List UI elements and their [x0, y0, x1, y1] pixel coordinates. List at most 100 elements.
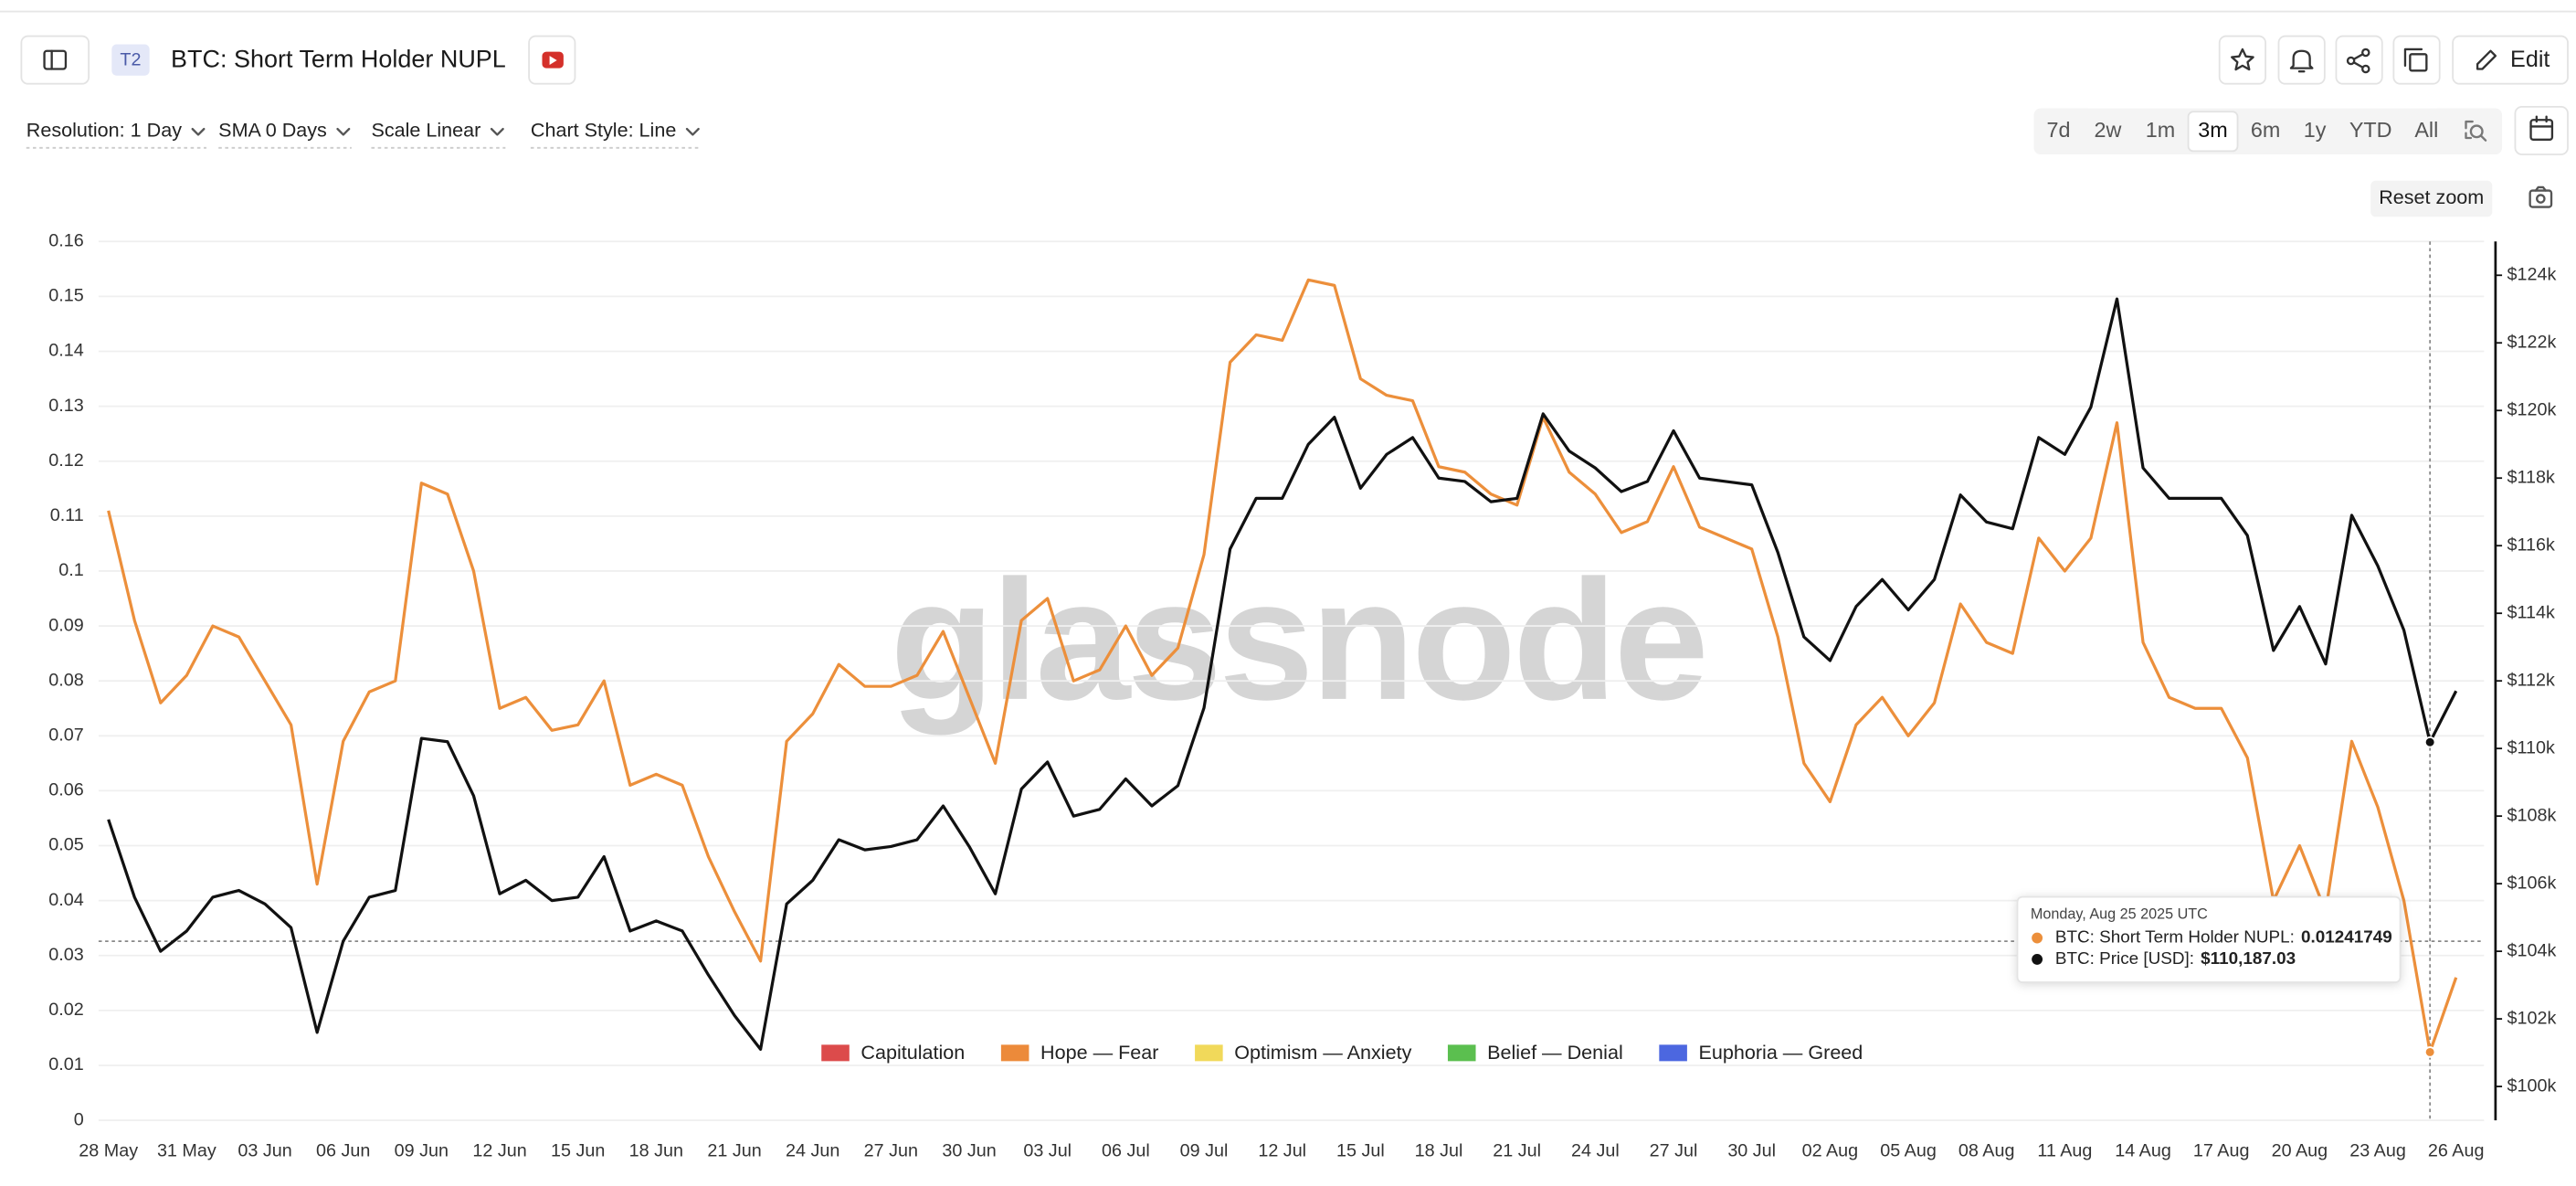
legend-label: Hope — Fear [1040, 1041, 1158, 1064]
x-tick-label: 23 Aug [2349, 1140, 2406, 1160]
reset-zoom-label[interactable]: Reset zoom [2379, 185, 2484, 208]
y-tick-label: 0.16 [48, 230, 83, 250]
alert-button[interactable] [2277, 35, 2326, 85]
tooltip-date: Monday, Aug 25 2025 UTC [2031, 906, 2208, 923]
sidebar-toggle[interactable] [20, 35, 90, 85]
y2-tick-label: $116k [2507, 535, 2555, 555]
chart: glassnode 0 0.01 0.02 0.03 0.04 0.05 0.06 0.07 0… [48, 230, 2556, 1160]
calendar-button[interactable] [2514, 105, 2569, 155]
dropdown-label[interactable]: SMA 0 Days [218, 119, 327, 142]
x-tick-label: 08 Aug [1958, 1140, 2015, 1160]
y2-tick-label: $106k [2507, 873, 2556, 893]
y-tick-label: 0.11 [50, 505, 84, 525]
dropdown-label[interactable]: Scale Linear [371, 119, 480, 142]
range-option[interactable]: 2w [2094, 118, 2121, 142]
y-tick-label: 0.07 [48, 725, 83, 746]
tooltip-entry: BTC: Short Term Holder NUPL: 0.01241749 [2055, 928, 2392, 948]
tooltip-entry: BTC: Price [USD]: $110,187.03 [2055, 949, 2296, 969]
y2-tick-label: $120k [2507, 399, 2556, 419]
x-tick-label: 03 Jul [1023, 1140, 1072, 1160]
tooltip-dot [2032, 953, 2043, 965]
x-tick-label: 27 Jul [1650, 1140, 1698, 1160]
tooltip-value: $110,187.03 [2201, 949, 2296, 969]
x-tick-label: 30 Jul [1727, 1140, 1776, 1160]
edit-button[interactable]: Edit [2452, 35, 2569, 85]
dropdown-chevron [685, 127, 700, 136]
y2-tick-label: $112k [2507, 670, 2555, 690]
y2-tick-label: $108k [2507, 805, 2556, 825]
range-option[interactable]: All [2414, 118, 2438, 142]
dropdown-chevron [191, 127, 206, 136]
favorite-button[interactable] [2218, 35, 2266, 85]
dropdown[interactable]: Resolution: 1 Day [26, 119, 206, 149]
y-tick-label: 0.02 [48, 1000, 83, 1020]
x-tick-label: 17 Aug [2193, 1140, 2250, 1160]
zoom-select-button[interactable] [2465, 120, 2487, 142]
series-line [107, 297, 2458, 1052]
range-option[interactable]: 7d [2046, 118, 2070, 142]
y-tick-label: 0.03 [48, 945, 83, 965]
y2-tick-label: $114k [2507, 602, 2555, 622]
y-tick-label: 0.12 [48, 450, 83, 471]
range-option[interactable]: YTD [2349, 118, 2392, 142]
youtube-button[interactable] [528, 35, 576, 85]
x-tick-label: 31 May [157, 1140, 216, 1160]
legend-swatch [1659, 1044, 1687, 1062]
legend-label: Belief — Denial [1487, 1041, 1623, 1064]
tooltip-dot [2032, 932, 2043, 944]
reset-zoom-button[interactable]: Reset zoom [2370, 180, 2493, 217]
series-line [107, 278, 2458, 1054]
range-option[interactable]: 1m [2146, 118, 2175, 142]
edit-label[interactable]: Edit [2510, 47, 2550, 72]
x-tick-label: 26 Aug [2428, 1140, 2485, 1160]
legend-swatch [1447, 1044, 1476, 1062]
y2-tick-label: $118k [2507, 467, 2555, 487]
x-tick-label: 18 Jun [629, 1140, 683, 1160]
x-tick-label: 24 Jul [1571, 1140, 1620, 1160]
y-tick-label: 0 [74, 1109, 84, 1129]
dropdowns: Resolution: 1 Day SMA 0 Days Scale Linear C… [26, 119, 702, 149]
x-tick-label: 15 Jun [551, 1140, 605, 1160]
tooltip-series-name: BTC: Short Term Holder NUPL [2055, 928, 2290, 948]
duplicate-button[interactable] [2392, 35, 2441, 85]
tooltip-value: 0.01241749 [2301, 928, 2392, 948]
range-option[interactable]: 6m [2251, 118, 2280, 142]
x-tick-label: 03 Jun [238, 1140, 291, 1160]
page-title: BTC: Short Term Holder NUPL [171, 46, 506, 73]
range-option[interactable]: 1y [2304, 118, 2327, 142]
legend-swatch [1000, 1044, 1029, 1062]
x-tick-label: 14 Aug [2115, 1140, 2171, 1160]
x-tick-label: 24 Jun [786, 1140, 839, 1160]
badge-bg [111, 44, 150, 76]
x-tick-label: 02 Aug [1802, 1140, 1859, 1160]
x-tick-label: 27 Jun [864, 1140, 918, 1160]
legend-label: Capitulation [860, 1041, 965, 1064]
y-tick-label: 0.09 [48, 615, 83, 635]
x-tick-label: 12 Jul [1258, 1140, 1306, 1160]
x-tick-label: 28 May [79, 1140, 138, 1160]
range-active [2187, 111, 2239, 153]
dropdown-label[interactable]: Chart Style: Line [531, 119, 676, 142]
x-tick-label: 12 Jun [472, 1140, 526, 1160]
y-tick-label: 0.13 [48, 396, 83, 416]
x-tick-label: 06 Jun [316, 1140, 370, 1160]
y-tick-label: 0.15 [48, 286, 83, 306]
dropdown-label[interactable]: Resolution: 1 Day [26, 119, 182, 142]
range-option[interactable]: 3m [2198, 118, 2227, 142]
dropdown[interactable]: SMA 0 Days [218, 119, 352, 149]
share-button[interactable] [2335, 35, 2383, 85]
x-tick-label: 09 Jul [1180, 1140, 1229, 1160]
y2-tick-label: $104k [2507, 940, 2556, 960]
dropdown[interactable]: Scale Linear [371, 119, 506, 149]
x-tick-label: 21 Jul [1493, 1140, 1541, 1160]
dropdown-chevron [490, 127, 504, 136]
snapshot-button[interactable] [2528, 185, 2553, 208]
x-tick-label: 05 Aug [1880, 1140, 1937, 1160]
hover-point [2423, 1046, 2436, 1058]
y-tick-label: 0.04 [48, 890, 83, 910]
dropdown[interactable]: Chart Style: Line [530, 119, 702, 149]
x-tick-label: 18 Jul [1415, 1140, 1463, 1160]
y2-tick-label: $110k [2507, 737, 2555, 757]
